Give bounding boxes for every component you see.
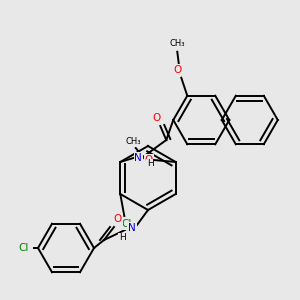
Text: Cl: Cl — [121, 219, 131, 229]
Text: O: O — [114, 214, 122, 224]
Text: N: N — [134, 153, 142, 163]
Text: O: O — [145, 155, 153, 165]
Text: Cl: Cl — [19, 243, 29, 253]
Text: O: O — [152, 113, 160, 123]
Text: O: O — [173, 65, 182, 75]
Text: H: H — [118, 233, 125, 242]
Text: CH₃: CH₃ — [126, 137, 142, 146]
Text: H: H — [147, 160, 154, 169]
Text: CH₃: CH₃ — [169, 39, 185, 48]
Text: N: N — [128, 223, 136, 233]
